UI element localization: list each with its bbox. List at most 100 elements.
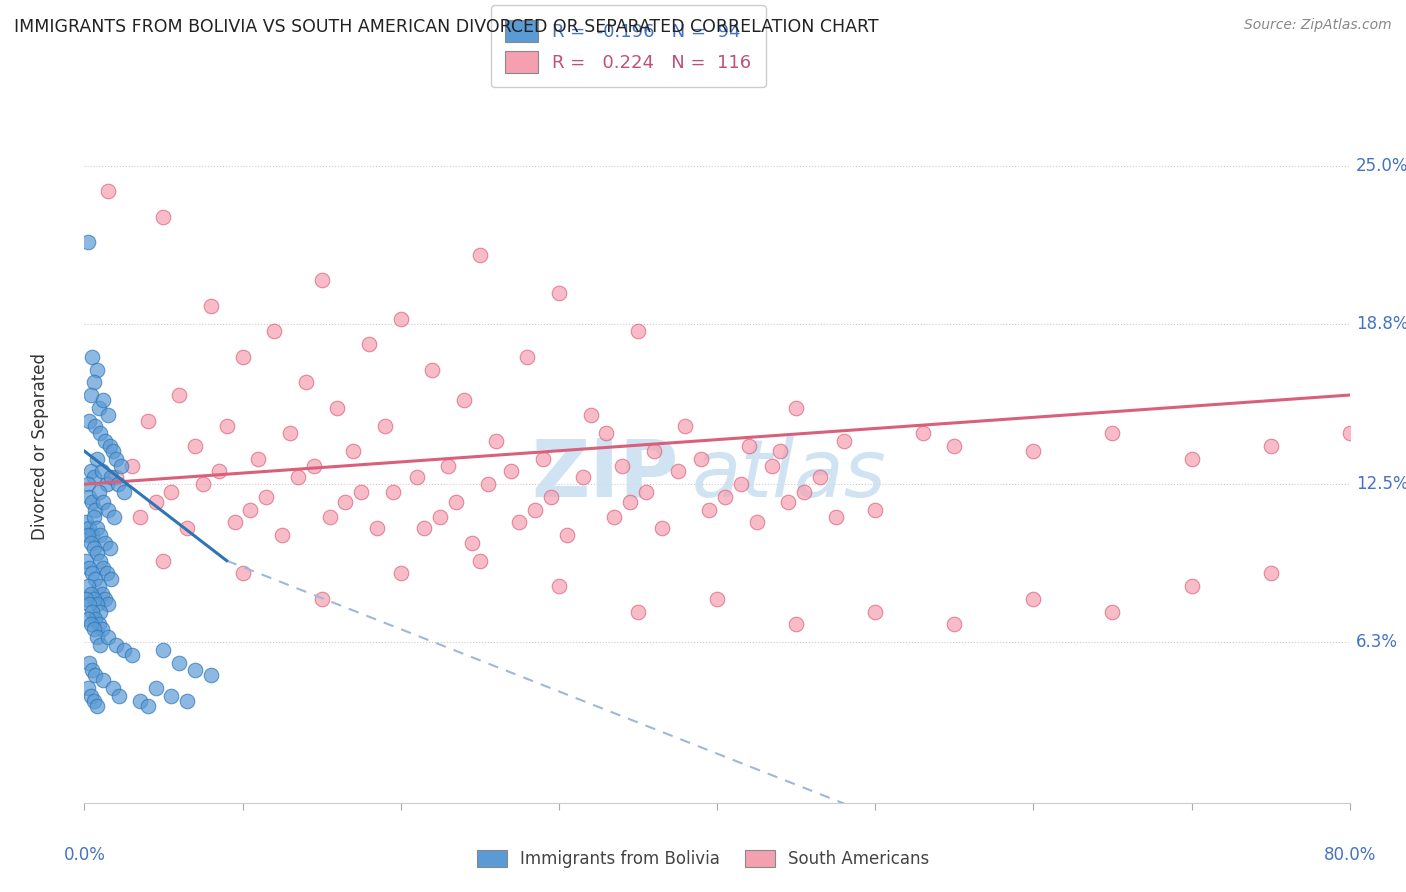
Point [86,698,108,713]
Point [93,673,115,688]
Point [745,516,768,530]
Point [93,495,115,509]
Point [98,541,121,555]
Point [79,587,103,601]
Point [785,401,807,415]
Point [215,418,238,433]
Point [89,528,111,542]
Point [643,444,665,458]
Point [778,495,800,509]
Point [697,502,720,516]
Point [263,324,285,338]
Text: 18.8%: 18.8% [1355,315,1406,333]
Point [82,605,104,619]
Point [224,516,246,530]
Point [86,362,108,376]
Point [87,579,110,593]
Point [89,605,111,619]
Point [651,520,673,534]
Point [96,566,118,581]
Point [76,235,98,249]
Point [77,561,100,575]
Text: 12.5%: 12.5% [1355,475,1406,493]
Point [422,362,444,376]
Point [76,579,98,593]
Point [96,477,118,491]
Point [540,490,562,504]
Point [97,597,120,611]
Point [82,566,104,581]
Point [77,520,100,534]
Point [1022,591,1045,606]
Point [453,393,475,408]
Point [714,490,737,504]
Point [690,451,713,466]
Point [247,451,270,466]
Point [77,597,100,611]
Legend: Immigrants from Bolivia, South Americans: Immigrants from Bolivia, South Americans [470,843,936,875]
Point [184,663,207,677]
Point [200,668,222,682]
Point [1260,566,1282,581]
Point [86,520,108,534]
Point [730,477,752,491]
Point [468,554,491,568]
Point [97,502,120,516]
Point [75,591,97,606]
Point [477,477,499,491]
Point [105,451,127,466]
Point [83,469,105,483]
Point [128,510,150,524]
Point [231,566,254,581]
Point [101,444,124,458]
Point [82,663,104,677]
Point [77,413,100,427]
Point [1101,426,1123,441]
Point [501,465,523,479]
Point [335,495,357,509]
Point [429,510,451,524]
Point [79,388,103,402]
Point [675,418,697,433]
Point [555,528,578,542]
Point [832,434,855,448]
Point [112,643,135,657]
Point [82,350,104,364]
Point [84,612,107,626]
Point [136,698,159,713]
Point [254,490,277,504]
Point [1260,439,1282,453]
Point [76,528,98,542]
Point [1181,579,1204,593]
Point [311,273,333,287]
Point [169,656,191,670]
Point [145,495,167,509]
Point [93,393,115,408]
Point [627,605,650,619]
Point [160,689,183,703]
Point [1022,444,1045,458]
Point [278,426,301,441]
Point [83,541,105,555]
Point [79,536,103,550]
Point [516,350,538,364]
Point [350,484,373,499]
Point [83,510,105,524]
Point [83,376,105,390]
Text: 0.0%: 0.0% [63,846,105,863]
Point [84,502,107,516]
Point [389,311,412,326]
Point [808,469,831,483]
Point [531,451,554,466]
Point [108,689,131,703]
Point [77,490,100,504]
Point [90,587,112,601]
Point [105,469,127,483]
Point [1181,451,1204,466]
Text: Divorced or Separated: Divorced or Separated [31,352,49,540]
Point [326,401,349,415]
Point [571,469,593,483]
Point [83,623,105,637]
Point [184,439,207,453]
Point [76,477,98,491]
